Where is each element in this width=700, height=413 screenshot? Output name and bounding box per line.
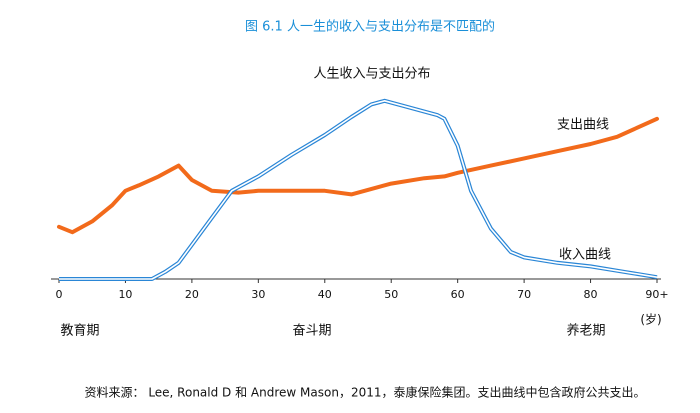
x-tick-label: 90+ [645, 288, 668, 301]
source: 资料来源： Lee, Ronald D 和 Andrew Mason，2011，… [85, 385, 646, 400]
x-tick-label: 40 [318, 288, 332, 301]
chart-title: 图 6.1 人一生的收入与支出分布是不匹配的 [245, 19, 495, 35]
chart-subtitle: 人生收入与支出分布 [313, 67, 430, 82]
x-tick-label: 30 [251, 288, 265, 301]
x-tick-label: 20 [185, 288, 199, 301]
annotation: 奋斗期 [292, 324, 331, 339]
x-tick-label: 80 [584, 288, 598, 301]
expense-line [57, 116, 659, 235]
series-label: 收入曲线 [559, 248, 611, 263]
series-label: 支出曲线 [557, 118, 609, 133]
x-tick-label: 60 [451, 288, 465, 301]
x-tick-label: 50 [384, 288, 398, 301]
annotation: 养老期 [566, 323, 605, 339]
income-line-inner [59, 100, 658, 280]
x-unit: (岁) [640, 312, 661, 327]
annotation: 教育期 [60, 323, 99, 339]
x-tick-label: 0 [56, 288, 63, 301]
x-tick-label: 70 [517, 288, 531, 301]
x-tick-label: 10 [118, 288, 132, 301]
